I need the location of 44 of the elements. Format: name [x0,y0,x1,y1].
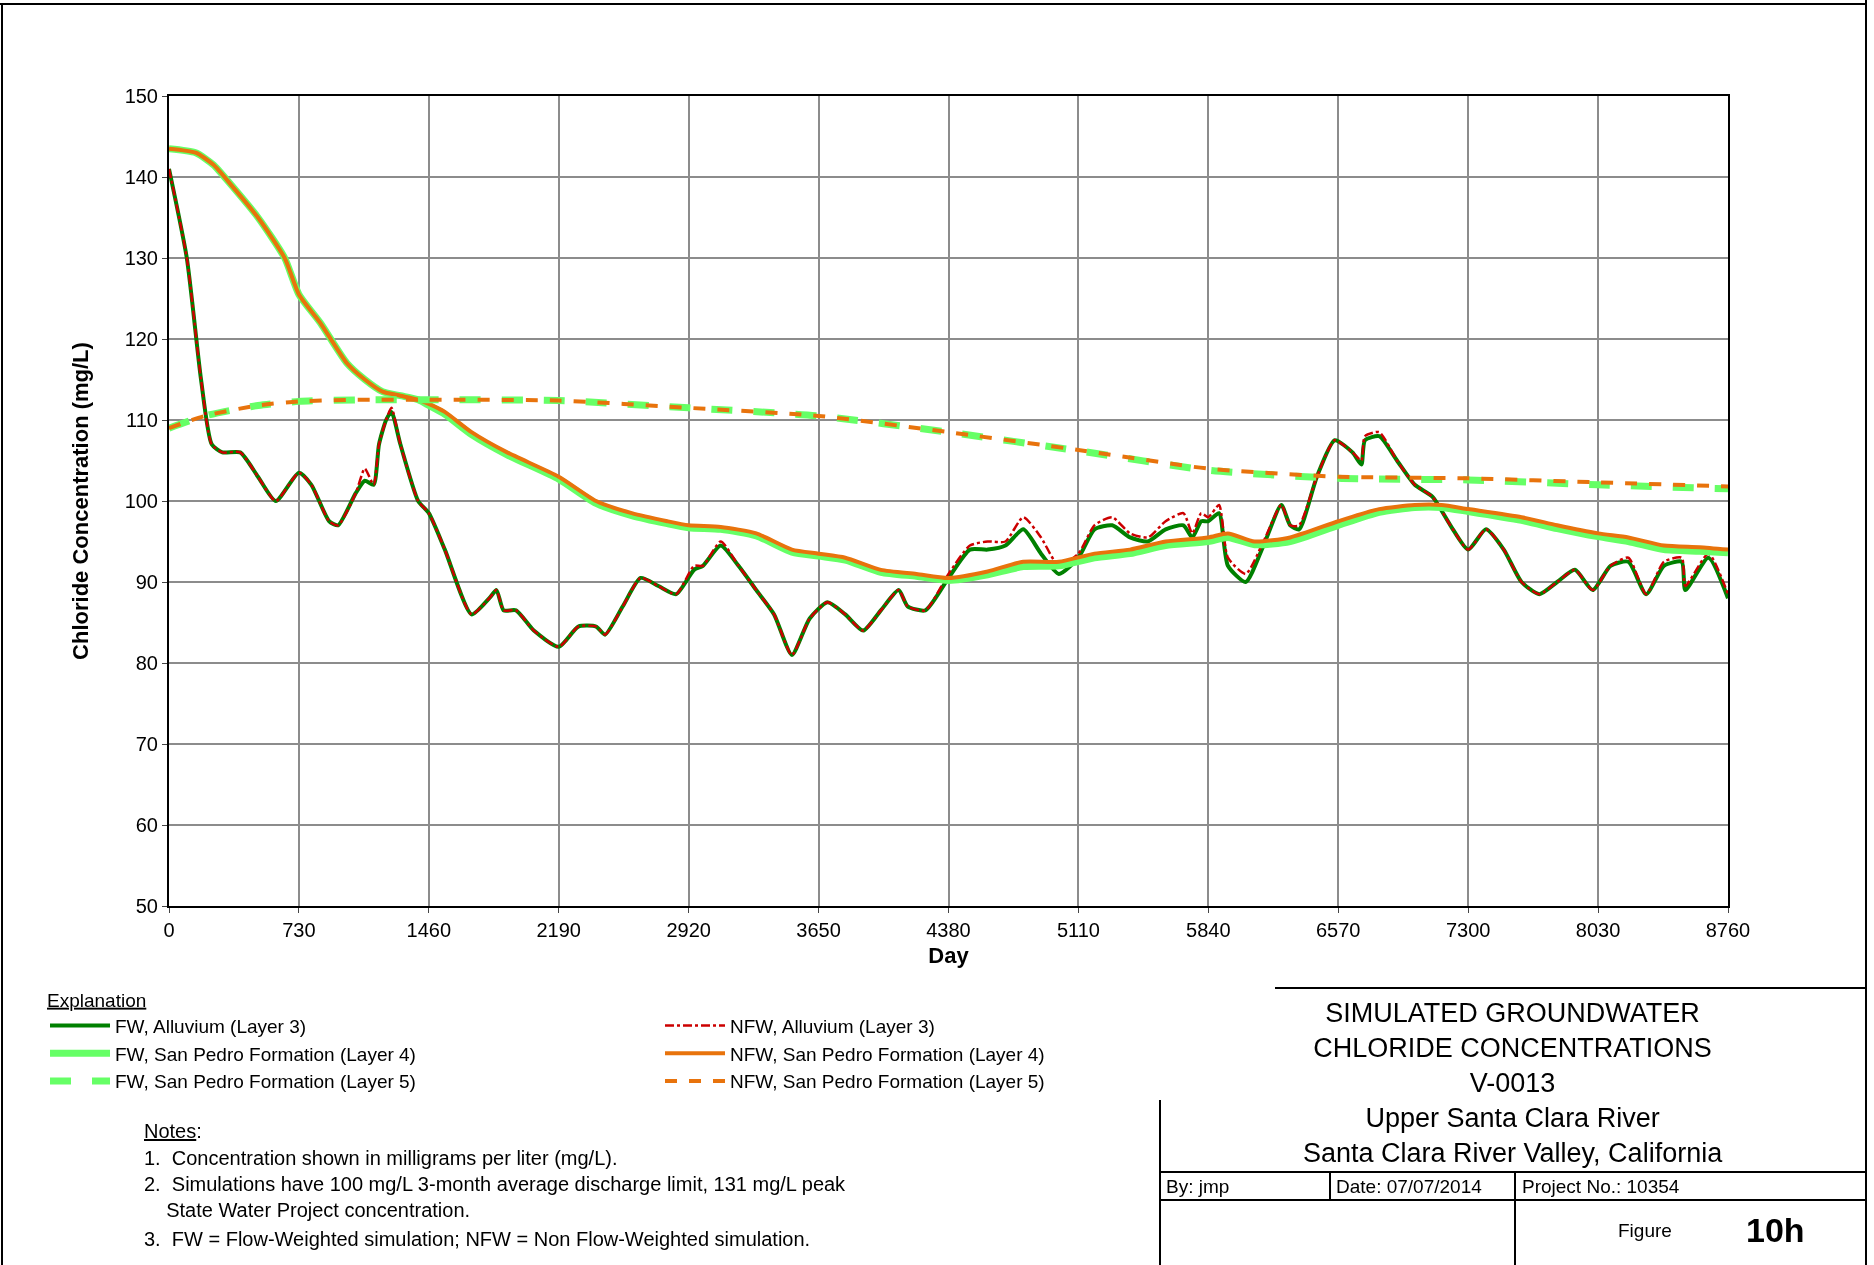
x-tick-label: 2920 [666,919,711,941]
x-axis-title: Day [928,943,970,969]
x-tick-label: 730 [282,919,316,941]
legend-label: FW, San Pedro Formation (Layer 5) [115,1071,416,1093]
y-tick-label: 150 [124,85,158,107]
y-tick-label: 50 [135,895,158,917]
x-tick-label: 5110 [1056,919,1100,941]
x-tick-label: 0 [163,919,175,941]
x-tick-label: 2190 [536,919,581,941]
legend-label: FW, San Pedro Formation (Layer 4) [115,1043,416,1065]
x-tick-label: 5840 [1186,919,1231,941]
text: SIMULATED GROUNDWATER CHLORIDE CONCENTRATIONS [1313,998,1712,1064]
y-tick-label: 80 [135,652,158,674]
text: 3. FW = Flow-Weighted simulation; NFW = Non Flow-Weighted simulation. [144,1228,811,1250]
x-tick-label: 6570 [1316,919,1361,941]
text: Figure [1618,1220,1672,1241]
y-axis-title: Chloride Concentration (mg/L) [67,342,93,660]
legend-title: Explanation [47,989,147,1011]
legend-label: FW, Alluvium (Layer 3) [115,1015,307,1037]
text: Project No.: 10354 [1522,1176,1680,1197]
text: Notes: [144,1120,202,1142]
y-tick-label: 100 [124,490,158,512]
text: 2. Simulations have 100 mg/L 3-month average discharge limit, 131 mg/L peak State Water Project concentration. [144,1173,847,1221]
x-tick-label: 3650 [796,919,841,941]
y-tick-label: 130 [124,247,158,269]
text: 1. Concentration shown in milligrams per liter (mg/L). [144,1147,618,1169]
text: 10h [1746,1211,1805,1249]
x-tick-label: 4380 [926,919,971,941]
x-tick-label: 1460 [406,919,452,941]
y-tick-label: 90 [135,571,158,593]
x-tick-label: 8030 [1575,919,1621,941]
y-tick-label: 110 [126,409,158,431]
y-tick-label: 140 [124,166,158,188]
legend-label: NFW, San Pedro Formation (Layer 5) [730,1071,1045,1093]
text: By: jmp [1166,1176,1230,1197]
y-tick-label: 70 [135,733,158,755]
y-tick-label: 60 [135,814,158,836]
legend-label: NFW, San Pedro Formation (Layer 4) [730,1043,1045,1065]
legend-label: NFW, Alluvium (Layer 3) [730,1015,935,1037]
x-tick-label: 8760 [1705,919,1751,941]
x-tick-label: 7300 [1445,919,1491,941]
y-tick-label: 120 [124,328,158,350]
text: Date: 07/07/2014 [1336,1176,1483,1197]
text: V-0013 Upper Santa Clara River Santa Clara River Valley, California [1303,1068,1724,1169]
